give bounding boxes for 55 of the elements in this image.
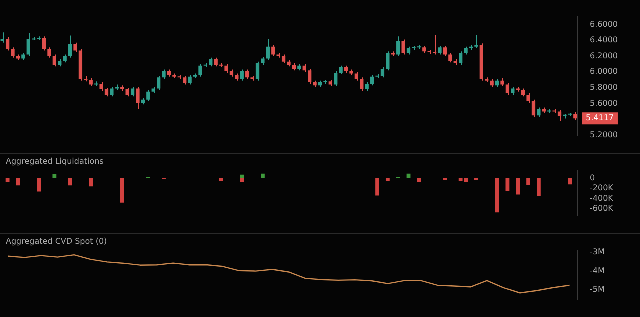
candlestick [146,90,150,102]
candlestick [198,64,202,78]
candlestick [558,110,562,122]
candlestick [0,32,4,44]
candlestick [188,74,192,86]
y-tick-label: 6.6000 [590,20,618,29]
chart-title: Aggregated Liquidations [6,157,104,166]
candlestick [537,107,541,118]
candlestick [74,42,78,53]
candlestick [157,76,161,91]
candlestick [448,52,452,64]
candlestick [506,82,510,96]
candlestick [396,36,400,57]
y-tick-label: -400K [590,194,614,203]
candlestick [443,46,448,57]
y-tick-label: -3M [590,248,605,257]
candlestick [162,69,166,80]
y-tick-label: -4M [590,266,605,276]
y-tick-label: 6.0000 [590,67,618,76]
candlestick [256,61,260,82]
candlestick [42,36,46,52]
candlestick [360,77,364,92]
candlestick [380,66,385,78]
candlestick [402,39,406,56]
text: 5.4117 [586,114,614,123]
candlestick [474,34,478,49]
candlestick [6,36,10,52]
candlestick [334,70,338,87]
candlestick [11,47,15,58]
candlestick [370,74,374,86]
candlestick [459,51,463,66]
candlestick [240,69,244,82]
candlestick [136,86,140,110]
y-tick-label: 0 [590,174,596,183]
y-tick-label: -600K [590,204,614,214]
chart-title: Aggregated CVD Spot (0) [6,237,108,246]
candlestick [266,38,270,61]
candlestick [52,54,56,68]
candlestick [246,69,250,80]
candlestick [308,68,312,85]
y-tick-label: -200K [590,184,614,193]
y-tick-label: 6.4000 [590,36,618,45]
candlestick [130,86,135,98]
y-tick-label: 5.8000 [590,83,618,92]
y-tick-label: 5.6000 [590,98,618,108]
y-tick-label: 5.2000 [590,130,618,140]
candlestick [272,44,276,57]
y-tick-label: 6.2000 [590,51,618,60]
candlestick [48,47,52,58]
candlestick [110,86,114,98]
candlestick [68,35,72,58]
y-tick-label: -5M [590,285,605,294]
candlestick [526,93,530,104]
candlestick [386,51,390,72]
candlestick [532,99,536,118]
